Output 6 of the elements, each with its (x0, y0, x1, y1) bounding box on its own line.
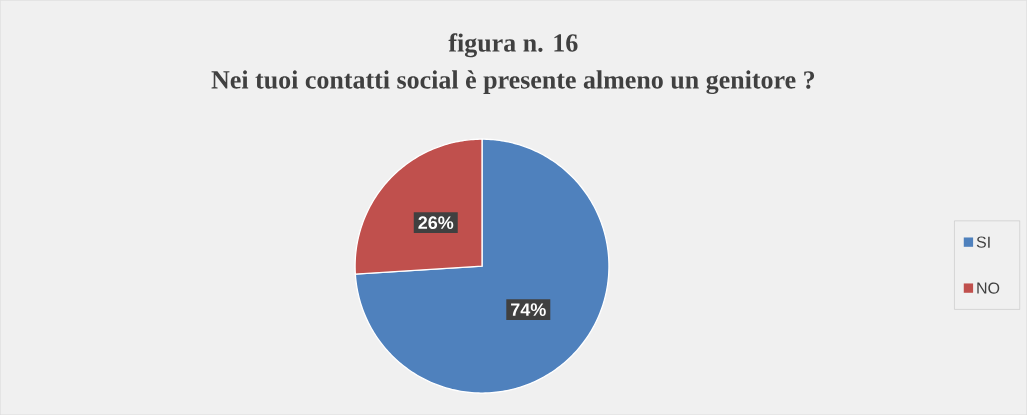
legend-label: SI (976, 236, 990, 248)
chart-title: figura n. 16 (448, 33, 578, 58)
data-label: 74% (511, 303, 546, 316)
legend-label: NO (977, 282, 1000, 294)
data-label: 26% (418, 216, 454, 229)
chart-subtitle: Nei tuoi contatti social è presente almeno un genitore ? (211, 70, 815, 94)
